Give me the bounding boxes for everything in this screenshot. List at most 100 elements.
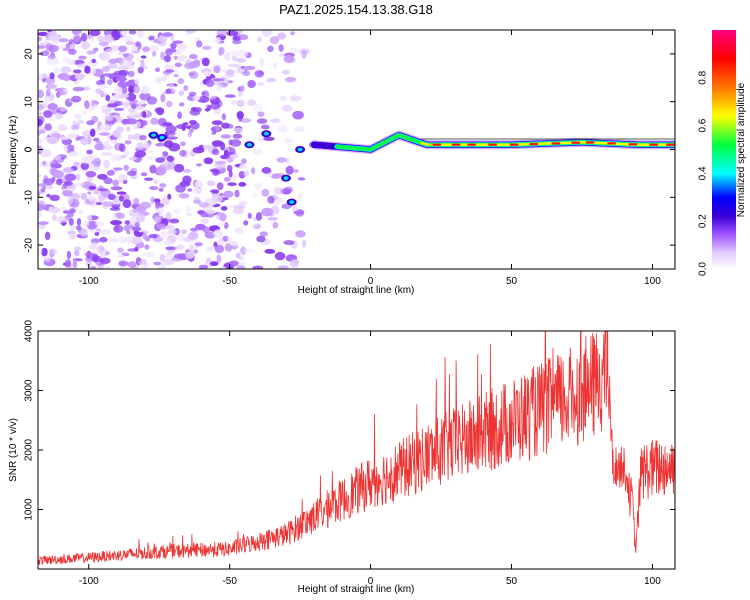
spectrogram-cell: [238, 90, 243, 98]
spectrogram-cell: [127, 261, 137, 268]
spectrogram-cell: [128, 156, 137, 161]
spectrogram-cell: [38, 209, 42, 218]
spectrogram-cell: [243, 65, 256, 71]
spectrogram-cell: [240, 246, 247, 256]
spectrogram-cell: [177, 111, 183, 119]
spectrogram-cell: [143, 142, 151, 150]
spectrogram-cell: [177, 54, 186, 63]
spectrogram-cell: [160, 51, 166, 61]
spectrogram-cell: [220, 142, 226, 151]
spectrogram-cell: [239, 201, 248, 206]
spectrogram-cell: [106, 79, 113, 85]
spectrogram-cell: [223, 149, 229, 157]
spectrogram-cell: [109, 153, 117, 162]
spectrogram-cell: [183, 85, 189, 91]
spectrogram-cell: [86, 220, 98, 230]
spectrogram-cell: [119, 195, 124, 202]
spectrogram-cell: [155, 157, 166, 163]
spectrogram-cell: [38, 45, 45, 49]
spectrogram-cell: [95, 221, 105, 227]
spectrogram-cell: [128, 30, 137, 35]
snr-y-axis-label: SNR (10 * v/v): [8, 418, 19, 482]
spectrogram-cell: [47, 103, 58, 111]
spectrogram-cell: [165, 246, 176, 251]
spectrogram-cell: [167, 131, 176, 136]
spectrogram-cell: [211, 195, 223, 203]
spectrogram-cell: [194, 180, 203, 189]
spectrogram-cell: [232, 173, 237, 180]
spectrogram-cell: [101, 261, 107, 265]
spectrogram-cell: [164, 240, 174, 246]
spectrogram-cell: [110, 220, 122, 226]
spectrogram-cell: [138, 260, 148, 265]
spectrogram-cell: [89, 128, 96, 137]
spectrogram-cell: [38, 248, 43, 255]
spectrogram-cell: [283, 240, 295, 246]
spectrogram-cell: [163, 140, 174, 148]
spectrogram-cell: [89, 265, 97, 269]
spectrogram-cell: [278, 44, 284, 52]
spectrogram-cell: [135, 41, 141, 47]
snr-x-ticks: -100 -50 0 50 100: [79, 331, 661, 587]
y-tick-label: 20: [24, 48, 35, 60]
spectrogram-cell: [151, 133, 157, 137]
spectrogram-cell: [76, 63, 89, 68]
spectrogram-cell: [277, 265, 289, 269]
spectrogram-cell: [216, 254, 222, 264]
spectrogram-cell: [190, 121, 200, 130]
spectrogram-cell: [102, 201, 114, 207]
spectrogram-cell: [247, 212, 252, 219]
spectrogram-cell: [49, 248, 58, 254]
spectrogram-cell: [189, 54, 198, 60]
x-tick-label: 0: [368, 276, 374, 287]
spectrogram-cell: [118, 174, 127, 183]
spectrogram-cell: [259, 58, 265, 67]
spectrogram-cell: [290, 31, 295, 36]
spectrogram-cell: [176, 244, 185, 251]
spectrogram-cell: [76, 218, 82, 227]
spectrogram-cell: [134, 222, 140, 228]
spectrogram-cell: [80, 137, 89, 146]
spectrogram-cell: [161, 197, 170, 205]
spectrogram-cell: [261, 207, 274, 217]
spectrogram-cell: [153, 216, 162, 224]
spectrogram-cell: [243, 249, 255, 253]
spectrogram-cell: [58, 43, 68, 49]
spectrogram-cell: [38, 138, 44, 144]
spectrogram-cell: [227, 237, 233, 245]
spectrogram-cell: [115, 76, 128, 82]
spectrogram-cell: [196, 40, 203, 48]
spectrogram-cell: [110, 204, 121, 208]
spectrogram-cell: [261, 124, 270, 130]
x-tick-label: -100: [79, 576, 99, 587]
spectrogram-cell: [235, 252, 241, 259]
spectrogram-cell: [205, 79, 215, 88]
spectrogram-cell: [237, 113, 243, 122]
spectrogram-cell: [79, 228, 88, 237]
spectrogram-cell: [149, 164, 157, 174]
spectrogram-cell: [278, 125, 288, 133]
spectrogram-cell: [289, 47, 300, 54]
spectrogram-cell: [213, 229, 223, 239]
spectrogram-cell: [38, 31, 49, 37]
spectrogram-cell: [112, 179, 120, 187]
spectrogram-cell: [140, 55, 147, 59]
spectrogram-cell: [160, 231, 170, 238]
spectrogram-cell: [167, 84, 176, 90]
spectrogram-cell: [80, 162, 90, 171]
spectrogram-cell: [117, 52, 125, 56]
spectrogram-cell: [67, 212, 74, 218]
colorbar-tick-label: 0.2: [698, 214, 709, 228]
spectrogram-cell: [267, 196, 275, 204]
spectrogram-cell: [263, 136, 275, 141]
spectrogram-cell: [226, 30, 239, 37]
spectrogram-cell: [136, 142, 145, 150]
spectrogram-cell: [283, 176, 289, 180]
spectrogram-cell: [233, 127, 244, 133]
spectrogram-cell: [71, 124, 78, 131]
spectrogram-cell: [93, 190, 100, 195]
spectrogram-cell: [247, 99, 256, 107]
spectrogram-cell: [106, 170, 115, 176]
spectrogram-cell: [89, 30, 101, 37]
spectrogram-cell: [185, 213, 193, 216]
